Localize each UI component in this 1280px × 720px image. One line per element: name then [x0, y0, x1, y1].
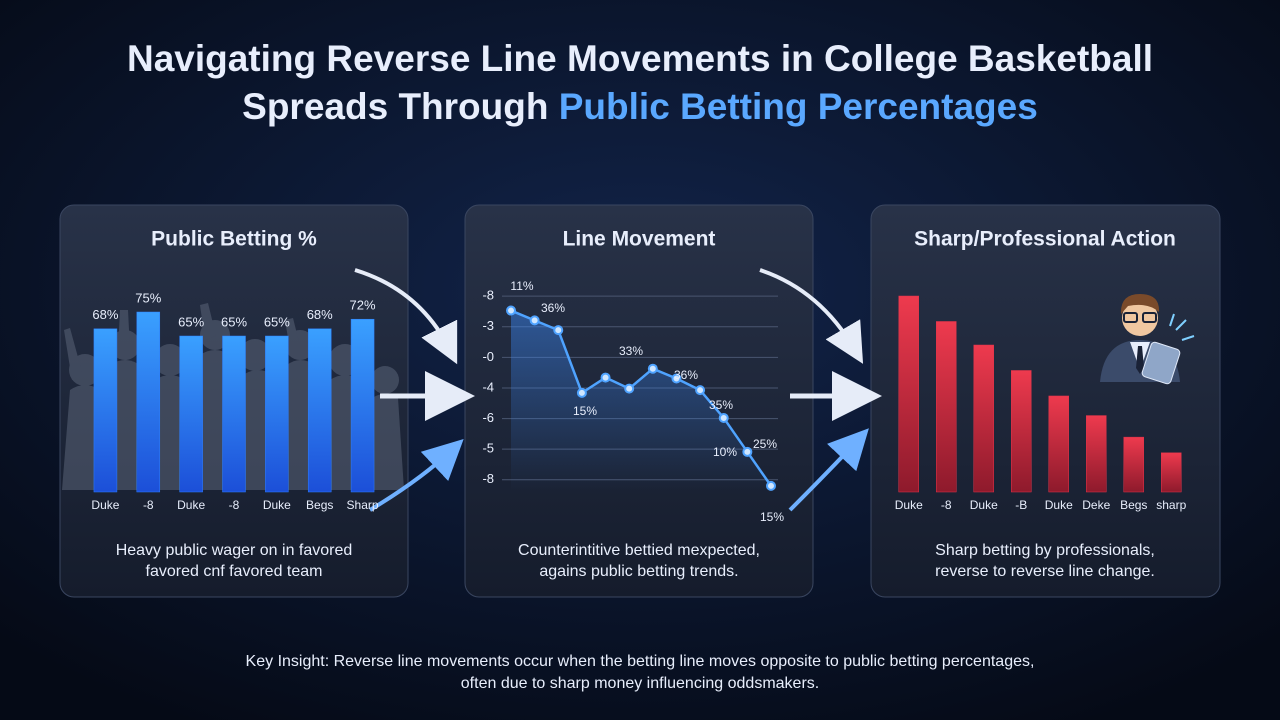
- x-tick-label: -B: [1015, 498, 1027, 512]
- bar: [179, 335, 203, 493]
- point: [718, 412, 729, 423]
- y-tick-label: -8: [482, 288, 494, 303]
- bar: [265, 335, 289, 493]
- data-label: 68%: [92, 307, 118, 322]
- caption: reverse to reverse line change.: [935, 563, 1155, 580]
- caption: Counterintitive bettied mexpected,: [518, 542, 760, 559]
- y-tick-label: -4: [482, 379, 494, 394]
- point: [695, 385, 706, 396]
- y-tick-label: -5: [482, 441, 494, 456]
- insight: often due to sharp money influencing odd…: [461, 675, 819, 692]
- y-tick-label: -3: [482, 318, 494, 333]
- caption: Heavy public wager on in favored: [116, 542, 353, 559]
- data-label: 68%: [307, 307, 333, 322]
- title: Spreads Through Public Betting Percentag…: [242, 86, 1038, 127]
- x-tick-label: Deke: [1082, 498, 1110, 512]
- x-tick-label: Duke: [177, 498, 205, 512]
- point: [624, 383, 635, 394]
- data-label: 65%: [221, 314, 247, 329]
- y-tick-label: -6: [482, 410, 494, 425]
- bar: [1086, 415, 1107, 493]
- y-tick-label: -0: [482, 349, 494, 364]
- caption: Sharp betting by professionals,: [935, 542, 1155, 559]
- data-label: 65%: [178, 314, 204, 329]
- bar: [93, 328, 118, 493]
- x-tick-label: sharp: [1156, 498, 1186, 512]
- point: [766, 480, 776, 491]
- annotation: 36%: [541, 301, 565, 315]
- bar: [222, 335, 246, 493]
- y-tick-label: -8: [482, 471, 494, 486]
- line-area: [511, 310, 771, 492]
- bar: [1048, 395, 1069, 493]
- insight: Key Insight: Reverse line movements occu…: [246, 653, 1035, 670]
- x-tick-label: Duke: [263, 498, 291, 512]
- bar: [307, 328, 332, 493]
- bar: [136, 311, 161, 493]
- x-tick-label: Begs: [306, 498, 333, 512]
- data-label: 75%: [135, 290, 161, 305]
- x-tick-label: Duke: [895, 498, 923, 512]
- point: [553, 325, 564, 336]
- panel-title: Public Betting %: [151, 228, 317, 251]
- annotation: 11%: [510, 279, 533, 293]
- x-tick-label: Duke: [91, 498, 119, 512]
- title-part: Spreads Through: [242, 86, 548, 127]
- arrow: [788, 428, 869, 512]
- annotation: 33%: [619, 344, 643, 358]
- x-tick-label: Duke: [1045, 498, 1073, 512]
- analyst-illustration: [1100, 294, 1195, 385]
- x-tick-label: -8: [229, 498, 240, 512]
- x-tick-label: Sharp: [347, 498, 379, 512]
- panel-title: Sharp/Professional Action: [914, 228, 1176, 251]
- point: [529, 315, 540, 326]
- x-tick-label: Begs: [1120, 498, 1147, 512]
- data-label: 65%: [264, 314, 290, 329]
- point: [506, 305, 516, 316]
- title: Navigating Reverse Line Movements in Col…: [127, 38, 1153, 79]
- x-tick-label: Duke: [970, 498, 998, 512]
- panel-title: Line Movement: [563, 228, 716, 251]
- data-label: 72%: [350, 298, 376, 313]
- bar: [1123, 436, 1144, 493]
- x-tick-label: -8: [143, 498, 154, 512]
- point: [576, 387, 587, 398]
- point: [742, 446, 753, 457]
- annotation: 35%: [709, 398, 733, 412]
- annotation: 15%: [573, 404, 597, 418]
- panel: [870, 204, 1221, 598]
- bar: [1011, 370, 1032, 493]
- caption: favored cnf favored team: [146, 563, 323, 580]
- bar: [1161, 452, 1182, 493]
- arrow: [368, 439, 464, 512]
- title-highlight: Public Betting Percentages: [559, 86, 1038, 127]
- arrow: [759, 268, 864, 364]
- annotation: 10%: [713, 445, 737, 459]
- point: [671, 373, 682, 384]
- caption: agains public betting trends.: [539, 563, 738, 580]
- bar: [350, 318, 375, 493]
- bar: [973, 344, 994, 493]
- annotation: 15%: [760, 510, 784, 524]
- arrow: [354, 268, 458, 365]
- point: [647, 363, 658, 374]
- point: [600, 372, 611, 383]
- annotation: 36%: [674, 368, 698, 382]
- annotation: 25%: [753, 437, 777, 451]
- x-tick-label: -8: [941, 498, 952, 512]
- bar: [898, 295, 919, 493]
- bar: [936, 321, 957, 493]
